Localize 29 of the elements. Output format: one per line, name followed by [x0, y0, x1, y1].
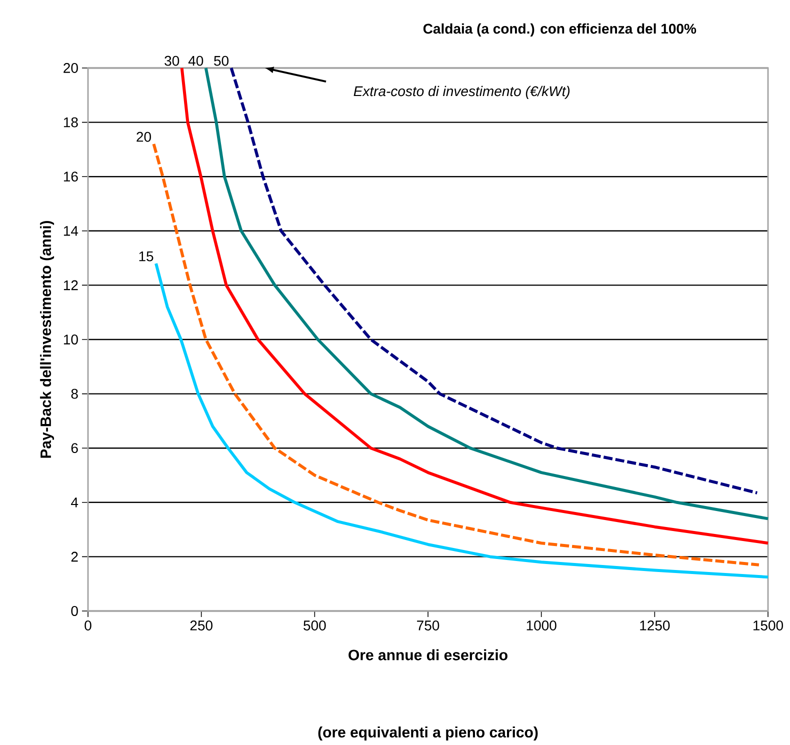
y-tick-label: 8 [71, 388, 78, 399]
series-label: 15 [139, 252, 154, 262]
x-tick-label: 750 [417, 620, 440, 630]
y-tick-label: 0 [71, 606, 78, 616]
y-tick-label: 6 [71, 443, 78, 454]
y-tick-label: 16 [64, 172, 78, 182]
annotation: Extra-costo di investimento (€/kWt) [354, 86, 570, 99]
series-label: 30 [164, 56, 180, 66]
x-tick-label: 1500 [754, 620, 784, 630]
y-axis-title: Pay-Back dell'investimento (anni) [40, 220, 54, 458]
series-label: 40 [188, 56, 204, 66]
chart-title: Caldaia (a cond.) con efficienza del 100% [423, 23, 696, 36]
y-tick-label: 10 [64, 334, 78, 344]
x-tick-label: 1000 [526, 620, 556, 630]
y-tick-label: 14 [64, 226, 78, 236]
line-series [154, 262, 770, 579]
y-tick-label: 2 [71, 552, 78, 562]
x-axis-title: Ore annue di esercizio [348, 649, 508, 660]
y-tick-label: 4 [70, 498, 78, 508]
x-tick-label: 1250 [640, 620, 670, 630]
x-tick-label: 250 [190, 620, 212, 630]
y-tick-label: 20 [64, 63, 78, 73]
series-label: 20 [136, 132, 151, 142]
y-tick-label: 12 [64, 280, 78, 290]
series-label: 50 [214, 56, 229, 66]
y-tick-label: 18 [64, 117, 78, 128]
x-tick-label: 0 [84, 620, 92, 630]
text: (ore equivalenti a pieno carico) [318, 726, 538, 741]
x-tick-label: 500 [304, 620, 326, 630]
